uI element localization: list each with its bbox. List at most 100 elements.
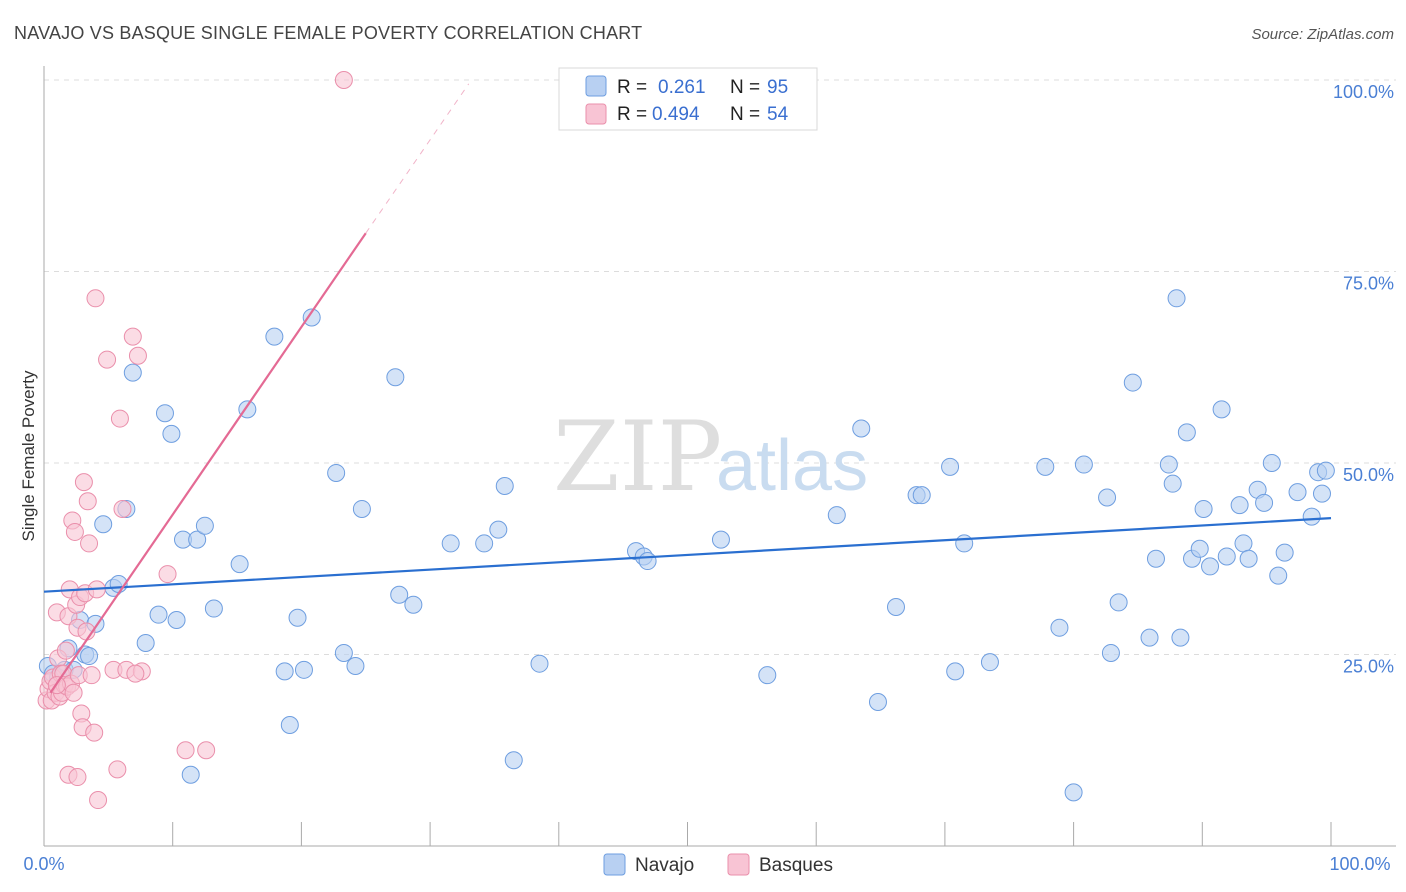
basques-point — [82, 666, 101, 685]
navajo-point — [288, 608, 307, 627]
x-axis-ticks — [172, 822, 1332, 846]
navajo-point — [758, 666, 777, 685]
navajo-point — [275, 662, 294, 681]
navajo-point — [404, 595, 423, 614]
navajo-point — [352, 499, 371, 518]
navajo-r-value: 0.261 — [658, 77, 706, 98]
navajo-point — [980, 653, 999, 672]
x-tick-label-max: 100.0% — [1329, 854, 1390, 874]
trend-lines — [43, 83, 1332, 694]
watermark-atlas: atlas — [716, 426, 868, 506]
y-tick-label: 75.0% — [1343, 274, 1394, 294]
navajo-point — [280, 715, 299, 734]
navajo-point — [155, 404, 174, 423]
navajo-point — [80, 647, 99, 666]
navajo-point — [346, 656, 365, 675]
basques-point — [334, 71, 353, 89]
basques-point — [128, 346, 147, 365]
navajo-point — [1262, 454, 1281, 472]
basques-point — [64, 683, 83, 702]
navajo-point — [1234, 534, 1253, 553]
navajo-point — [941, 457, 960, 476]
navajo-point — [1036, 457, 1055, 476]
basques-r-value: 0.494 — [652, 104, 700, 125]
navajo-point — [489, 520, 508, 539]
navajo-point — [1171, 628, 1190, 647]
basques-point — [68, 768, 87, 787]
navajo-point — [1212, 400, 1231, 419]
y-axis-tick-labels: 25.0% 50.0% 75.0% 100.0% — [1333, 82, 1394, 677]
basques-point — [98, 350, 117, 369]
basques-point — [80, 534, 99, 553]
navajo-point — [1064, 783, 1083, 802]
navajo-point — [1217, 547, 1236, 566]
basques-point — [126, 664, 145, 683]
navajo-point — [230, 555, 249, 574]
navajo-point — [946, 662, 965, 681]
navajo-point — [265, 327, 284, 346]
navajo-point — [327, 463, 346, 482]
navajo-point — [886, 598, 905, 617]
basques-point — [86, 289, 105, 308]
navajo-point — [334, 643, 353, 662]
y-tick-label: 50.0% — [1343, 465, 1394, 485]
navajo-point — [204, 599, 223, 618]
basques-point — [158, 565, 177, 584]
navajo-point — [1140, 628, 1159, 647]
basques-trend-line — [49, 232, 367, 694]
navajo-point — [1302, 507, 1321, 526]
basques-legend-swatch — [585, 103, 607, 125]
navajo-point — [1074, 455, 1093, 474]
navajo-point — [1123, 373, 1142, 392]
navajo-point — [1159, 455, 1178, 474]
navajo-point — [1316, 461, 1335, 480]
navajo-point — [1269, 566, 1288, 585]
navajo-point — [294, 660, 313, 679]
navajo-r-label: R = — [617, 77, 647, 98]
navajo-point — [711, 530, 730, 549]
navajo-point — [195, 516, 214, 535]
navajo-point — [441, 534, 460, 553]
navajo-point — [181, 765, 200, 784]
y-axis-label: Single Female Poverty — [19, 370, 38, 542]
navajo-point — [1146, 549, 1165, 568]
navajo-point — [1194, 499, 1213, 518]
navajo-point — [1050, 618, 1069, 637]
navajo-point — [852, 419, 871, 438]
navajo-point — [302, 308, 321, 327]
watermark: ZIP atlas — [553, 401, 868, 513]
basques-point — [176, 741, 195, 760]
bottom-legend-navajo-label: Navajo — [635, 855, 694, 876]
navajo-point — [827, 506, 846, 525]
chart-title: NAVAJO VS BASQUE SINGLE FEMALE POVERTY C… — [14, 23, 642, 43]
navajo-point — [475, 534, 494, 553]
basques-point — [108, 760, 127, 779]
navajo-point — [386, 368, 405, 387]
bottom-legend-basques-label: Basques — [759, 855, 833, 876]
bottom-legend: Navajo Basques — [603, 853, 833, 876]
navajo-point — [123, 363, 142, 382]
navajo-point — [1098, 488, 1117, 507]
navajo-point — [1275, 543, 1294, 562]
x-tick-label-min: 0.0% — [23, 854, 64, 874]
basques-points — [37, 71, 353, 810]
watermark-zip: ZIP — [553, 401, 722, 513]
bottom-legend-basques-swatch — [727, 853, 750, 876]
basques-point — [89, 791, 108, 810]
bottom-legend-navajo-swatch — [603, 853, 626, 876]
navajo-point — [1230, 496, 1249, 515]
navajo-point — [1101, 643, 1120, 662]
navajo-point — [530, 654, 549, 673]
navajo-point — [1177, 423, 1196, 442]
navajo-point — [149, 605, 168, 624]
basques-point — [74, 473, 93, 492]
basques-n-value: 54 — [767, 104, 789, 125]
navajo-point — [1190, 539, 1209, 558]
y-tick-label: 25.0% — [1343, 657, 1394, 677]
navajo-point — [162, 424, 181, 443]
navajo-point — [638, 552, 657, 571]
basques-r-label: R = — [617, 104, 647, 125]
stats-legend: R = 0.261 N = 95 R = 0.494 N = 54 — [558, 67, 818, 131]
navajo-point — [1167, 289, 1186, 308]
